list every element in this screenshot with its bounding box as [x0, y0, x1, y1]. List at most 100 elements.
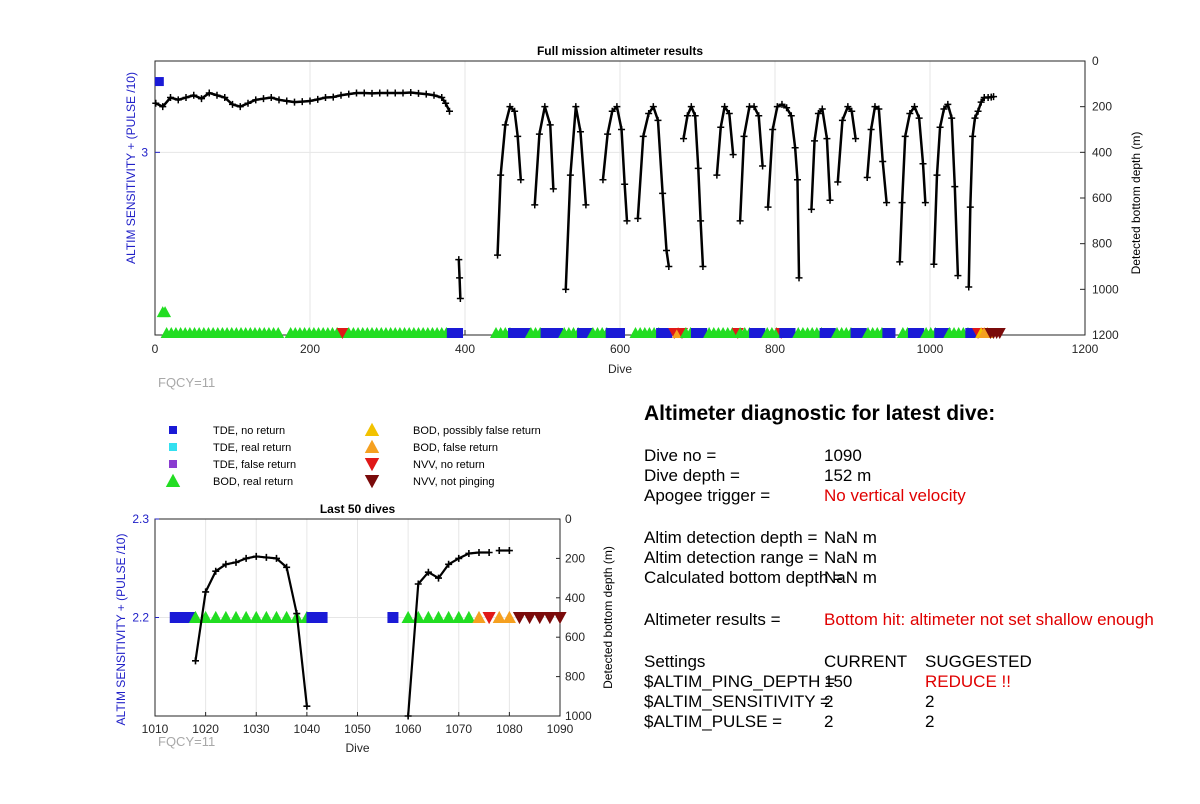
ping-depth-label: $ALTIM_PING_DEPTH =	[644, 672, 835, 691]
status-marker	[523, 612, 537, 625]
dive-no-label: Dive no =	[644, 446, 717, 465]
status-marker	[421, 610, 435, 623]
depth-series-markers	[404, 548, 493, 720]
depth-series-markers	[930, 100, 962, 280]
legend-marker	[364, 475, 380, 489]
depth-series-markers	[863, 103, 891, 207]
y-axis-label-right: Detected bottom depth (m)	[1129, 132, 1143, 275]
calculated-depth-label: Calculated bottom depth =	[644, 568, 843, 587]
depth-series-markers	[562, 103, 590, 293]
y-tick-label-left: 2.2	[132, 611, 149, 625]
sensitivity-suggested: 2	[925, 692, 935, 711]
y-tick-label-right: 600	[565, 630, 585, 644]
legend-marker	[169, 426, 177, 434]
status-marker	[387, 612, 399, 623]
apogee-label: Apogee trigger =	[644, 486, 771, 505]
status-marker	[914, 328, 925, 338]
x-tick-label: 1200	[1072, 342, 1099, 356]
fqcy-annotation: FQCY=11	[158, 375, 215, 390]
y-axis-label-left: ALTIM SENSITIVITY + (PULSE /10)	[124, 72, 138, 264]
x-tick-label: 1020	[192, 722, 219, 736]
legend-item: BOD, real return	[165, 473, 293, 488]
status-marker	[442, 610, 456, 623]
depth-series-markers	[896, 103, 929, 266]
pulse-current: 2	[824, 712, 834, 731]
depth-series-markers	[807, 105, 834, 213]
depth-series-line	[810, 107, 832, 210]
depth-series-markers	[736, 103, 767, 225]
status-marker	[462, 610, 476, 623]
x-tick-label: 600	[610, 342, 630, 356]
depth-series-line	[155, 91, 451, 112]
depth-series-line	[898, 105, 927, 262]
status-marker	[280, 610, 294, 623]
calculated-depth-value: NaN m	[824, 568, 877, 587]
status-marker	[336, 328, 349, 339]
status-marker	[159, 306, 172, 318]
legend-label: TDE, real return	[213, 442, 291, 454]
depth-series-markers	[495, 547, 513, 555]
legend-label: BOD, possibly false return	[413, 425, 541, 437]
status-marker	[188, 610, 203, 623]
status-marker	[316, 612, 328, 623]
x-axis-label: Dive	[345, 741, 369, 755]
status-marker	[520, 328, 531, 338]
x-tick-label: 0	[152, 342, 159, 356]
x-tick-label: 1000	[917, 342, 944, 356]
depth-series-line	[865, 105, 888, 203]
depth-series-markers	[531, 103, 557, 209]
depth-series-markers	[599, 103, 631, 225]
depth-series-markers	[965, 93, 998, 291]
last-50-dives-chart: 1010 1020 1030 1040 1050 1060 1070 1080 1090 0 200…	[114, 502, 615, 755]
y-tick-label-right: 200	[1092, 100, 1112, 114]
y-tick-label-right: 800	[565, 670, 585, 684]
legend-item: NVV, not pinging	[364, 475, 495, 489]
y-tick-label-right: 400	[565, 591, 585, 605]
status-marker	[492, 610, 506, 623]
y-tick-label-right: 1000	[1092, 282, 1119, 296]
y-tick-label-right: 0	[1092, 54, 1099, 68]
legend-marker	[169, 443, 177, 451]
x-tick-label: 1070	[445, 722, 472, 736]
depth-series-markers	[680, 103, 707, 270]
legend-marker	[364, 422, 380, 436]
full-mission-chart: 0 200 400 600 800 1000 1200 0 200 400 600 800 1000 12…	[124, 44, 1143, 390]
x-tick-label: 200	[300, 342, 320, 356]
y-axis-label-right: Detected bottom depth (m)	[601, 546, 615, 689]
x-tick-label: 400	[455, 342, 475, 356]
status-marker	[431, 610, 446, 623]
x-axis-label: Dive	[608, 362, 632, 376]
status-marker	[239, 610, 253, 623]
y-tick-label-right: 1000	[565, 709, 592, 723]
y-tick-label-right: 1200	[1092, 328, 1119, 342]
status-marker	[219, 610, 233, 623]
dive-depth-label: Dive depth =	[644, 466, 740, 485]
x-tick-label: 1050	[344, 722, 371, 736]
x-tick-label: 1030	[243, 722, 270, 736]
status-marker	[472, 610, 486, 623]
status-marker	[553, 612, 567, 625]
status-marker	[502, 610, 516, 623]
legend-item: TDE, false return	[169, 459, 296, 471]
legend-item: BOD, false return	[364, 439, 498, 454]
status-marker	[482, 612, 496, 625]
pulse-label: $ALTIM_PULSE =	[644, 712, 783, 731]
status-marker	[755, 328, 766, 338]
status-marker	[885, 328, 896, 338]
y-tick-label-left: 2.3	[132, 512, 149, 526]
depth-series-markers	[494, 103, 525, 259]
status-marker	[229, 610, 243, 623]
status-marker	[209, 610, 223, 623]
diagnostic-title: Altimeter diagnostic for latest dive:	[644, 402, 996, 425]
legend-item: BOD, possibly false return	[364, 422, 541, 437]
detection-depth-value: NaN m	[824, 528, 877, 547]
legend-marker	[364, 439, 380, 453]
status-marker	[940, 328, 951, 338]
x-tick-label: 1040	[294, 722, 321, 736]
status-marker	[968, 328, 979, 338]
detection-range-label: Altim detection range =	[644, 548, 819, 567]
depth-series-markers	[152, 89, 453, 115]
legend-label: TDE, false return	[213, 459, 296, 471]
settings-marker	[154, 77, 164, 87]
detection-range-value: NaN m	[824, 548, 877, 567]
